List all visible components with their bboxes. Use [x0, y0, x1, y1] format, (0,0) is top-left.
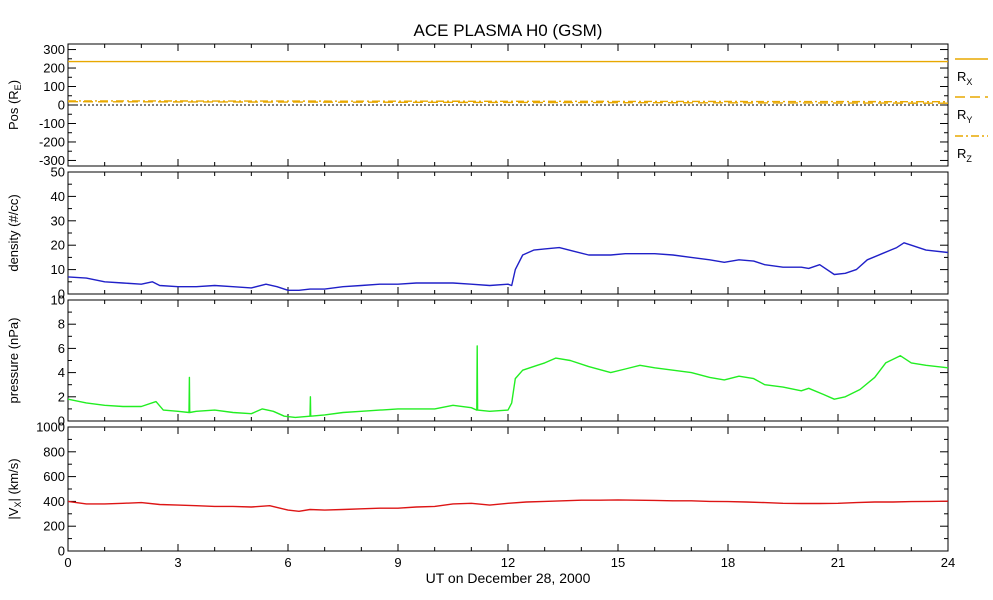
- x-tick-label: 12: [501, 555, 515, 570]
- y-tick-label: 800: [43, 444, 65, 459]
- y-tick-label: 6: [58, 341, 65, 356]
- panel-pos: -300 -200 -100 0 100 200 300 Pos (RE): [6, 42, 949, 168]
- y-tick-label: 0: [58, 287, 65, 302]
- y-tick-label: 40: [51, 189, 65, 204]
- x-tick-label: 21: [831, 555, 845, 570]
- series-pos-y: [68, 100, 948, 104]
- y-axis-label: pressure (nPa): [6, 318, 21, 404]
- y-tick-label: 400: [43, 494, 65, 509]
- series-vx-vx: [68, 499, 948, 512]
- y-tick-label: 10: [51, 293, 65, 308]
- y-tick-label: -300: [39, 153, 65, 168]
- x-tick-label: 0: [64, 555, 71, 570]
- y-tick-label: 600: [43, 469, 65, 484]
- y-tick-label: 0: [58, 414, 65, 429]
- y-tick-label: 2: [58, 389, 65, 404]
- y-tick-label: 300: [43, 42, 65, 57]
- y-tick-label: 200: [43, 61, 65, 76]
- x-axis-label: UT on December 28, 2000: [426, 570, 591, 586]
- y-tick-label: 20: [51, 238, 65, 253]
- x-tick-label: 3: [174, 555, 181, 570]
- y-tick-label: 50: [51, 165, 65, 180]
- panel-pressure: 0 2 4 6 8 10 pressure (nPa): [6, 293, 949, 429]
- x-tick-label: 15: [611, 555, 625, 570]
- x-tick-label: 24: [941, 555, 955, 570]
- y-axis-label: |VX| (km/s): [6, 458, 23, 519]
- y-tick-label: -200: [39, 134, 65, 149]
- series-pressure-pressure: [68, 345, 948, 419]
- y-axis-label: density (#/cc): [6, 194, 21, 271]
- panel-vx: 0 200 400 600 800 1000 |VX| (km/s): [6, 420, 949, 559]
- y-tick-label: 0: [58, 98, 65, 113]
- y-tick-label: -100: [39, 116, 65, 131]
- series-density-density: [68, 242, 948, 291]
- legend-label-y: RY: [957, 107, 972, 125]
- panel-density: 0 10 20 30 40 50 density (#/cc): [6, 165, 949, 302]
- panel-frame: [67, 171, 949, 295]
- y-tick-label: 8: [58, 317, 65, 332]
- y-tick-label: 200: [43, 519, 65, 534]
- y-tick-label: 4: [58, 365, 65, 380]
- legend-label-z: RZ: [957, 146, 972, 164]
- y-tick-label: 100: [43, 79, 65, 94]
- series-pos-z: [68, 100, 948, 103]
- panel-frame: [67, 426, 949, 552]
- x-tick-label: 18: [721, 555, 735, 570]
- x-tick-label: 9: [394, 555, 401, 570]
- y-tick-label: 30: [51, 213, 65, 228]
- x-tick-label: 6: [284, 555, 291, 570]
- position-legend: RX RY RZ: [955, 58, 988, 164]
- y-tick-label: 0: [58, 544, 65, 559]
- y-axis-label: Pos (RE): [6, 80, 23, 130]
- panel-frame: [67, 299, 949, 422]
- chart-title: ACE PLASMA H0 (GSM): [414, 21, 603, 40]
- y-tick-label: 1000: [36, 420, 65, 435]
- legend-label-x: RX: [957, 69, 972, 87]
- y-tick-label: 10: [51, 262, 65, 277]
